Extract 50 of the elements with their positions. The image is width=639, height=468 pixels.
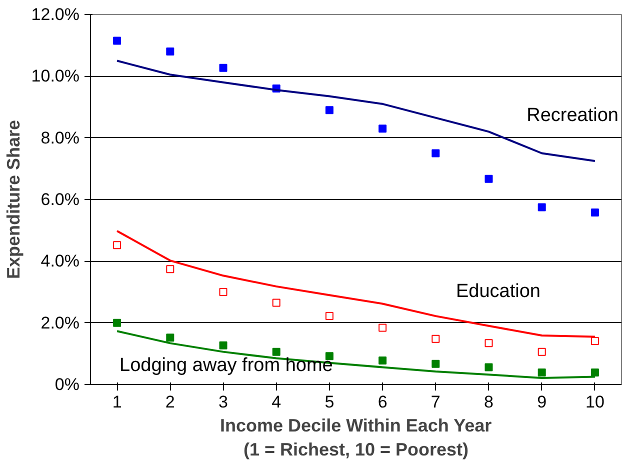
- point: [378, 324, 387, 332]
- point: [166, 334, 174, 342]
- x-tick-label: 8: [484, 392, 494, 412]
- point: [432, 360, 440, 368]
- point: [590, 368, 599, 376]
- y-tick-label: 12.0%: [31, 5, 80, 24]
- point: [325, 106, 334, 114]
- x-tick-label: 4: [272, 392, 282, 412]
- point: [538, 203, 546, 212]
- x-tick-label: 10: [585, 392, 604, 412]
- annotation: Lodging away from home: [120, 355, 333, 376]
- point: [484, 363, 493, 372]
- x-axis-title: Income Decile Within Each Year (1 = Richest, 10 = Poorest): [220, 416, 492, 460]
- point: [113, 241, 122, 250]
- y-tick-label: 6.0%: [40, 190, 80, 209]
- point: [272, 348, 280, 356]
- x-tick-label: 6: [378, 392, 388, 412]
- x-tick-label: 7: [430, 392, 440, 412]
- point: [590, 208, 599, 216]
- point: [325, 312, 334, 320]
- y-tick-label: 10.0%: [31, 66, 80, 86]
- x-tick-label: 3: [218, 392, 228, 412]
- point: [538, 368, 546, 376]
- point: [378, 356, 387, 364]
- point: [538, 348, 546, 356]
- x-tick-label: 1: [112, 392, 122, 412]
- point: [590, 337, 599, 346]
- point: [219, 288, 228, 296]
- annotation: Recreation: [526, 105, 619, 126]
- point: [113, 36, 122, 45]
- point: [113, 318, 122, 327]
- point: [219, 64, 228, 72]
- y-tick-label: 0%: [54, 375, 80, 394]
- y-tick-label: 2.0%: [40, 313, 80, 332]
- x-tick-label: 5: [324, 392, 334, 412]
- point: [272, 298, 280, 307]
- x-tick-label: 2: [165, 392, 175, 412]
- point: [166, 265, 174, 274]
- annotation: Education: [456, 281, 541, 302]
- point: [484, 339, 493, 348]
- y-tick-label: 8.0%: [40, 128, 80, 148]
- point: [378, 124, 387, 133]
- point: [432, 149, 440, 158]
- x-tick-label: 9: [537, 392, 547, 412]
- point: [432, 334, 440, 343]
- y-axis-title: Expenditure Share: [3, 120, 24, 280]
- point: [166, 48, 174, 56]
- point: [484, 174, 493, 183]
- y-tick-label: 4.0%: [40, 252, 80, 271]
- point: [219, 341, 228, 350]
